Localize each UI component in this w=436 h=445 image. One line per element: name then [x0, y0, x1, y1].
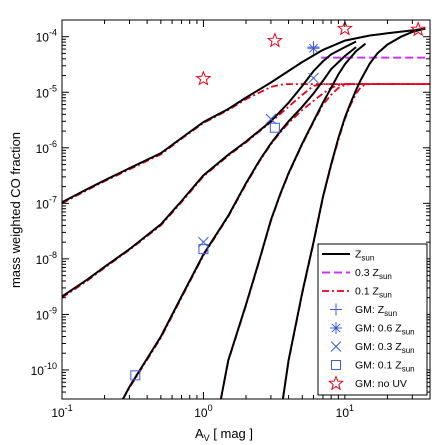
x-axis-label-main: A [195, 426, 204, 441]
y-tick-label: 10-10 [31, 361, 57, 378]
marker-cross [198, 236, 209, 248]
curve-layer [62, 27, 430, 399]
legend-label: GM: 0.1 Zsun [355, 360, 415, 374]
x-tick-label: 101 [336, 403, 354, 420]
marker-cross [265, 113, 277, 125]
marker-square [269, 122, 280, 133]
y-tick-label: 10-7 [36, 194, 57, 211]
y-tick-label: 10-8 [36, 250, 57, 267]
legend-symbol-square [331, 360, 341, 370]
x-axis-label-sub: V [204, 433, 210, 443]
marker-square [130, 370, 141, 381]
x-axis-label-unit: [ mag ] [210, 426, 253, 441]
y-tick-label: 10-4 [36, 28, 57, 45]
legend-symbol-cross [330, 341, 342, 352]
legend-symbol-plus [330, 303, 342, 316]
x-tick-label: 10-1 [51, 403, 72, 420]
legend-label: 0.1 Zsun [355, 286, 392, 300]
legend-symbol-star [327, 375, 345, 391]
legend-label: Zsun [355, 249, 374, 263]
marker-asterisk [307, 42, 320, 55]
curve-black-Zlow [281, 27, 426, 399]
y-tick-label: 10-6 [36, 139, 57, 156]
legend-label: GM: 0.6 Zsun [355, 323, 415, 337]
legend-label: 0.3 Zsun [355, 267, 392, 281]
marker-cross [308, 72, 319, 84]
legend-label: GM: 0.3 Zsun [355, 341, 415, 355]
y-tick-label: 10-5 [36, 83, 57, 100]
legend-label: GM: Zsun [355, 304, 397, 318]
x-axis-label: AV [ mag ] [195, 426, 253, 443]
marker-layer [130, 20, 427, 381]
curve-black-Z1 [62, 27, 426, 204]
legend-symbol-asterisk [330, 322, 342, 334]
curve-black-Z06 [62, 40, 357, 298]
marker-square [198, 244, 209, 255]
y-axis-label: mass weighted CO fraction [8, 132, 23, 288]
marker-star [336, 20, 353, 36]
marker-star [266, 32, 283, 48]
curve-red-Z01 [220, 83, 430, 399]
y-tick-label: 10-9 [36, 305, 57, 322]
legend: Zsun 0.3 Zsun 0.1 Zsun GM: Zsun GM: 0.6 Zsun… [317, 243, 428, 396]
tick-layer [61, 19, 431, 400]
curve-red-Z1 [62, 83, 430, 205]
marker-star [410, 21, 427, 37]
marker-star [195, 70, 212, 86]
curve-black-Z01 [219, 42, 367, 399]
legend-label: GM: no UV [355, 378, 407, 390]
curve-black-Z03 [122, 46, 357, 399]
tick-label-layer: 10-1 100 101 10-10 10-9 10-8 10-7 10-6 10-5 10-4 [31, 28, 354, 420]
x-tick-label: 100 [194, 403, 212, 420]
